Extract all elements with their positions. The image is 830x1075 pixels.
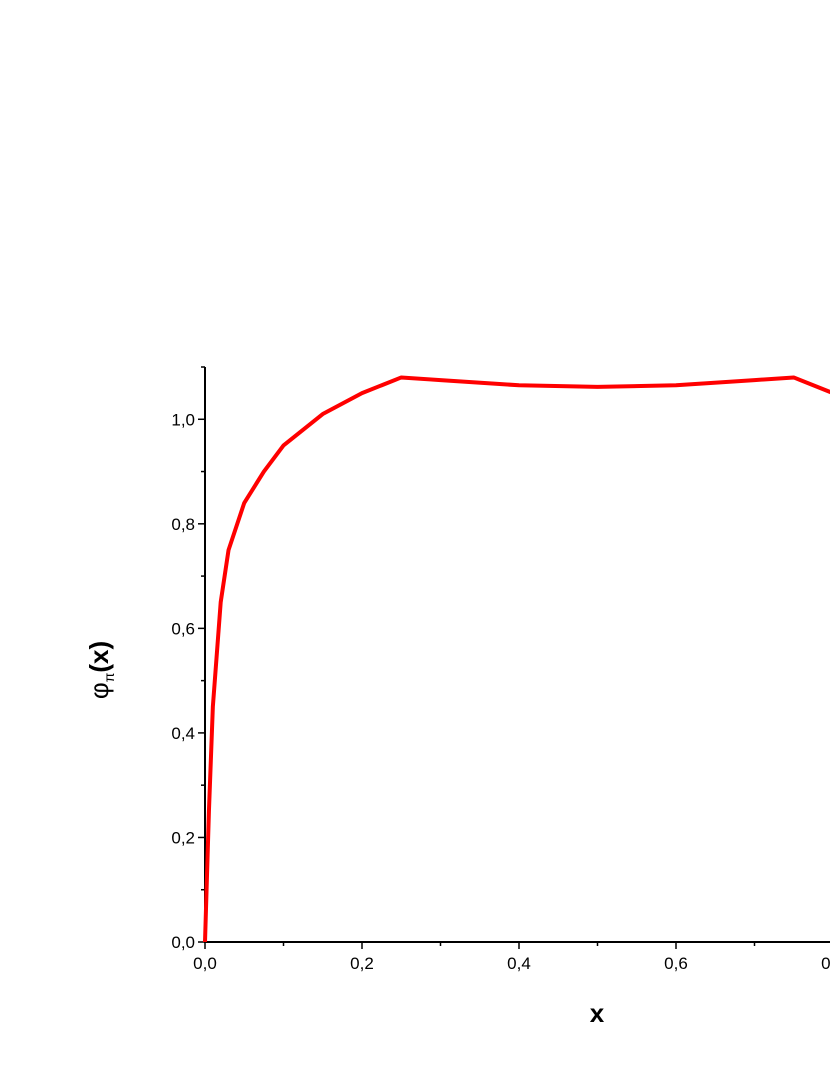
y-tick-label: 0,0 (171, 933, 195, 952)
y-tick-label: 0,4 (171, 724, 195, 743)
x-axis-label: x (590, 998, 605, 1028)
x-tick-label: 0,0 (193, 954, 217, 973)
y-tick-label: 1,0 (171, 410, 195, 429)
x-tick-label: 0,6 (664, 954, 688, 973)
y-axis-label: φπ(x) (84, 641, 117, 699)
y-label-argument: (x) (84, 641, 114, 673)
y-label-subscript: π (101, 672, 117, 682)
data-line (203, 375, 830, 943)
y-tick-label: 0,2 (171, 828, 195, 847)
y-label-symbol: φ (84, 682, 114, 699)
x-tick-label: 0,4 (507, 954, 531, 973)
y-tick-label: 0,6 (171, 619, 195, 638)
x-tick-label: 0,8 (821, 954, 830, 973)
y-tick-label: 0,8 (171, 515, 195, 534)
x-tick-label: 0,2 (350, 954, 374, 973)
